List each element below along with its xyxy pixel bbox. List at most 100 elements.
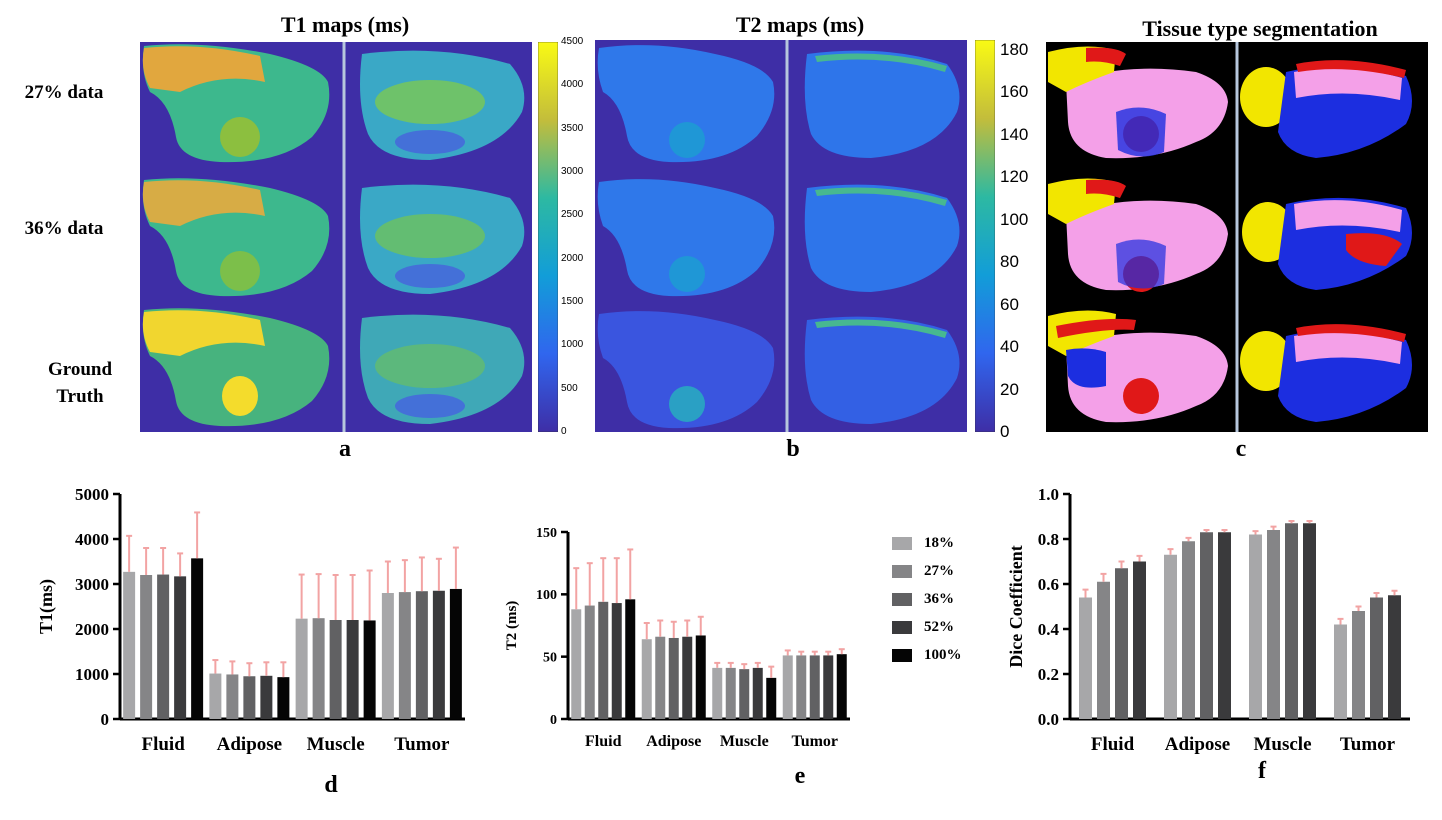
bar-100pct-fluid bbox=[625, 599, 636, 719]
legend-label: 18% bbox=[924, 535, 954, 551]
bar-27pct-fluid bbox=[140, 575, 153, 719]
y-tick-label: 0 bbox=[550, 713, 557, 728]
bar-100pct-fluid bbox=[191, 558, 204, 719]
bar-18pct-muscle bbox=[1249, 534, 1262, 719]
t2-maps-title: T2 maps (ms) bbox=[735, 12, 865, 37]
row-label-36: 36% data bbox=[24, 218, 104, 239]
bar-52pct-tumor bbox=[1388, 595, 1401, 719]
bar-52pct-muscle bbox=[346, 620, 359, 719]
row-label-ground-truth: Ground Truth bbox=[47, 359, 113, 407]
legend-item-18: 18% bbox=[892, 535, 954, 552]
panel-label-b: b bbox=[786, 436, 800, 462]
y-tick-label: 0.6 bbox=[1038, 575, 1059, 594]
legend-item-52: 52% bbox=[892, 619, 954, 636]
category-label-fluid: Fluid bbox=[1091, 734, 1135, 755]
bar-36pct-fluid bbox=[1115, 568, 1128, 719]
bar-18pct-fluid bbox=[1079, 597, 1092, 719]
bar-36pct-fluid bbox=[598, 601, 609, 719]
colorbar-tick-label: 3500 bbox=[561, 122, 584, 134]
colorbar-tick-label: 3000 bbox=[561, 166, 584, 177]
colorbar-tick-label: 4500 bbox=[561, 36, 584, 47]
bar-36pct-fluid bbox=[157, 574, 170, 719]
colorbar-tick-label: 120 bbox=[1000, 167, 1029, 187]
y-tick-label: 0.2 bbox=[1038, 665, 1059, 684]
legend-label: 36% bbox=[924, 591, 954, 607]
bar-36pct-tumor bbox=[809, 655, 820, 719]
legend-swatch bbox=[892, 621, 912, 634]
colorbar-tick-label: 1000 bbox=[561, 339, 584, 351]
colorbar-tick-label: 1500 bbox=[561, 296, 584, 307]
bar-52pct-muscle bbox=[752, 667, 763, 719]
y-tick-label: 0.0 bbox=[1038, 710, 1059, 729]
y-axis-label: T1(ms) bbox=[36, 579, 57, 634]
bar-52pct-fluid bbox=[1133, 561, 1146, 719]
bar-18pct-adipose bbox=[209, 673, 222, 719]
bar-18pct-tumor bbox=[381, 593, 394, 719]
bar-18pct-adipose bbox=[1164, 554, 1177, 719]
legend-swatch bbox=[892, 565, 912, 578]
colorbar-tick-label: 160 bbox=[1000, 82, 1029, 102]
seg-row-2 bbox=[1048, 178, 1412, 292]
legend-label: 100% bbox=[924, 647, 962, 663]
colorbar-tick-label: 100 bbox=[1000, 209, 1029, 229]
colorbar-tick-label: 0 bbox=[561, 426, 567, 437]
bar-36pct-tumor bbox=[415, 591, 428, 719]
legend-label: 52% bbox=[924, 619, 954, 635]
colorbar-tick-label: 2000 bbox=[561, 252, 584, 264]
y-tick-label: 1000 bbox=[75, 665, 109, 684]
legend-swatch bbox=[892, 593, 912, 606]
bar-18pct-adipose bbox=[641, 639, 652, 719]
y-axis-label: Dice Coefficient bbox=[1006, 545, 1026, 667]
seg-row-3 bbox=[1048, 310, 1412, 423]
bar-52pct-adipose bbox=[1218, 532, 1231, 719]
colorbar-tick-label: 20 bbox=[1000, 379, 1019, 399]
category-label-adipose: Adipose bbox=[1165, 734, 1230, 755]
bar-36pct-muscle bbox=[1285, 523, 1298, 719]
t2-colorbar bbox=[975, 40, 995, 432]
category-label-muscle: Muscle bbox=[720, 733, 769, 750]
segmentation-panel bbox=[1046, 42, 1428, 432]
bar-27pct-adipose bbox=[655, 636, 666, 719]
legend-item-100: 100% bbox=[892, 647, 962, 664]
bar-36pct-tumor bbox=[1370, 597, 1383, 719]
t2-map-row-3 bbox=[597, 311, 960, 429]
t2-map-row-1 bbox=[597, 45, 960, 163]
panel-label-f: f bbox=[1258, 758, 1266, 784]
colorbar-tick-label: 80 bbox=[1000, 252, 1019, 272]
panel-label-a: a bbox=[339, 436, 351, 462]
category-label-tumor: Tumor bbox=[791, 733, 838, 750]
category-label-muscle: Muscle bbox=[1253, 734, 1311, 755]
bar-100pct-muscle bbox=[766, 677, 777, 719]
bar-18pct-tumor bbox=[782, 655, 793, 719]
bar-100pct-tumor bbox=[449, 588, 462, 719]
t2-bar-chart: 0 50 100 150 T2 (ms) Fluid Adipose Muscle Tumor bbox=[504, 526, 850, 750]
dice-bar-chart: 0.0 0.2 0.4 0.6 0.8 1.0 Dice Coefficient Fluid A… bbox=[1006, 485, 1410, 755]
legend-swatch bbox=[892, 537, 912, 550]
bar-36pct-adipose bbox=[668, 637, 679, 719]
bar-18pct-muscle bbox=[712, 667, 723, 719]
y-tick-label: 2000 bbox=[75, 620, 109, 639]
bar-100pct-tumor bbox=[836, 654, 847, 719]
bar-27pct-adipose bbox=[1182, 541, 1195, 719]
colorbar-tick-label: 60 bbox=[1000, 294, 1019, 314]
bar-27pct-tumor bbox=[1352, 611, 1365, 719]
category-label-adipose: Adipose bbox=[217, 734, 282, 755]
t1-bar-chart: 0 1000 2000 3000 4000 5000 T1(ms) Fluid Adipose M… bbox=[36, 485, 465, 755]
y-tick-label: 150 bbox=[536, 526, 557, 541]
panel-label-d: d bbox=[324, 772, 338, 798]
bar-52pct-fluid bbox=[611, 603, 622, 719]
bar-18pct-muscle bbox=[295, 618, 308, 719]
t2-map-row-2 bbox=[597, 179, 960, 297]
legend-swatch bbox=[892, 649, 912, 662]
y-tick-label: 3000 bbox=[75, 575, 109, 594]
bar-18pct-fluid bbox=[571, 609, 582, 719]
segmentation-title: Tissue type segmentation bbox=[1142, 16, 1378, 41]
bar-27pct-fluid bbox=[584, 605, 595, 719]
chart-legend: 18% 27% 36% 52% 100% bbox=[892, 535, 992, 675]
bar-52pct-tumor bbox=[432, 590, 445, 719]
y-tick-label: 0.4 bbox=[1038, 620, 1060, 639]
y-tick-label: 0 bbox=[101, 710, 110, 729]
bar-27pct-fluid bbox=[1097, 581, 1110, 719]
y-tick-label: 0.8 bbox=[1038, 530, 1059, 549]
colorbar-tick-label: 4000 bbox=[561, 79, 584, 91]
